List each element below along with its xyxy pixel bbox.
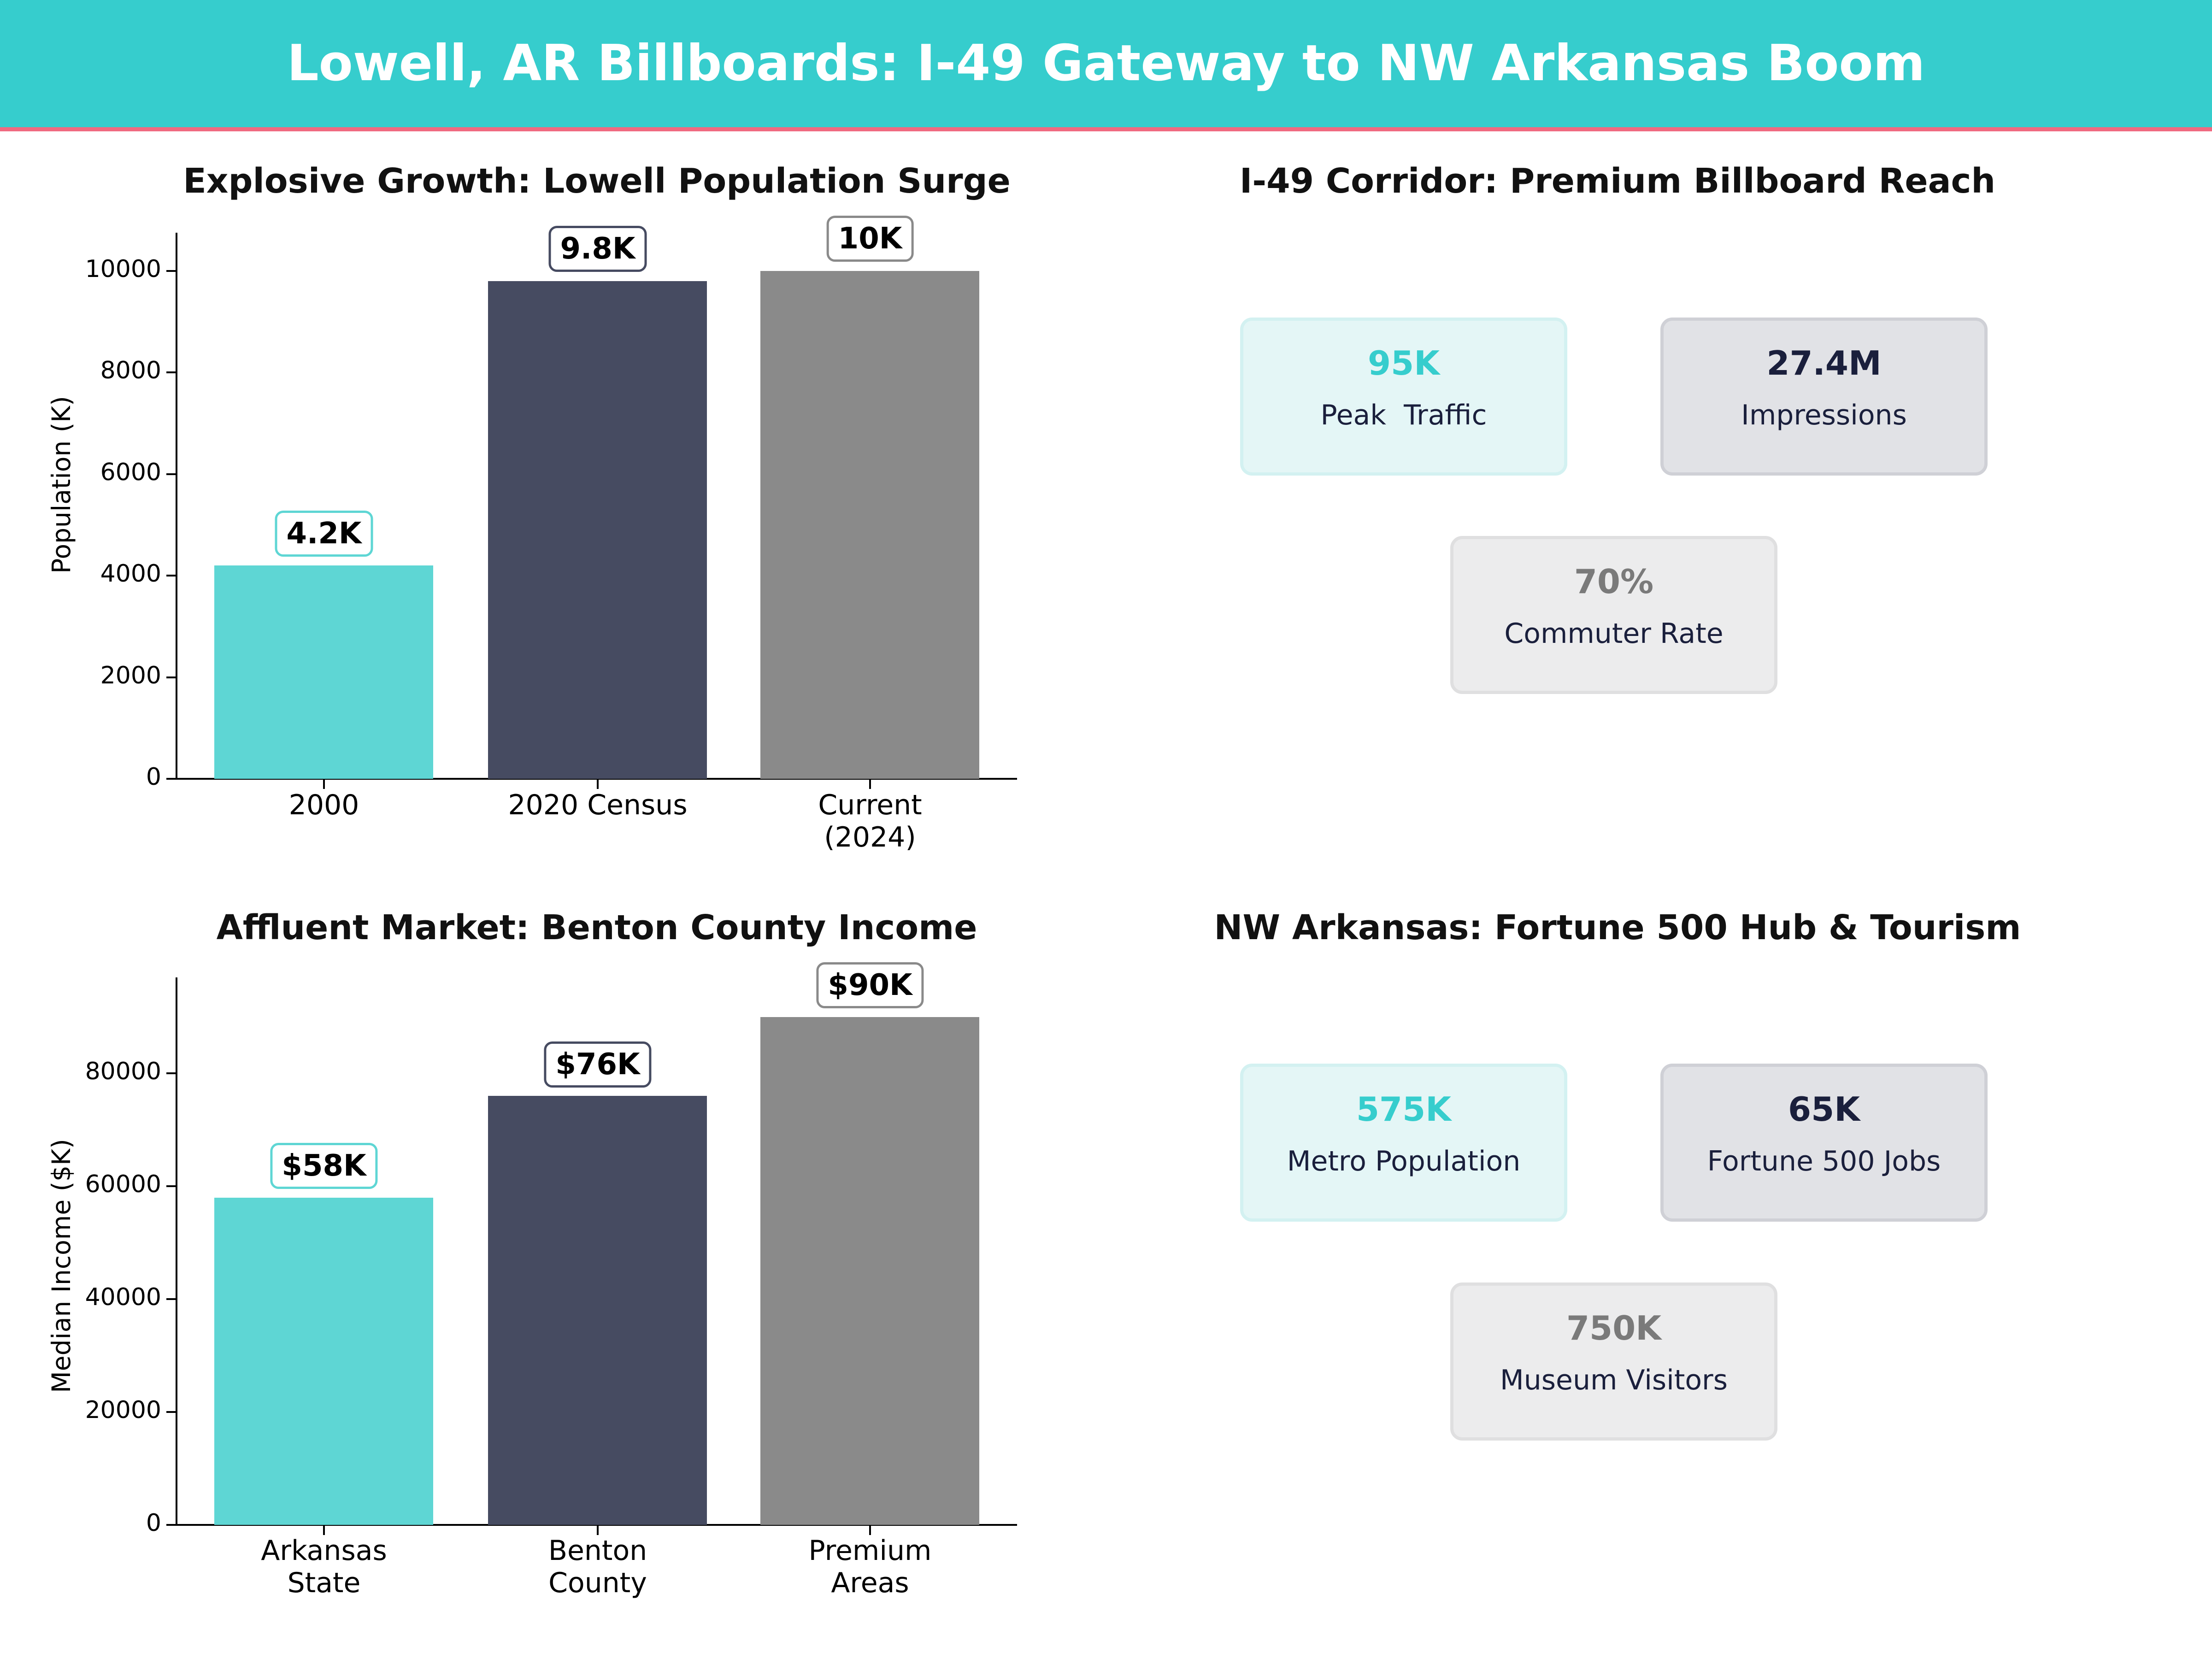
kpi-card-impressions: 27.4M Impressions	[1660, 318, 1988, 476]
kpi-label: Metro Population	[1287, 1145, 1521, 1177]
population-bar-2020	[488, 281, 707, 779]
kpi-label: Impressions	[1741, 399, 1907, 431]
income-xtick	[869, 1525, 871, 1535]
income-y-axis	[176, 977, 177, 1526]
population-value-label: 4.2K	[275, 511, 373, 557]
kpi-label: Fortune 500 Jobs	[1707, 1145, 1941, 1177]
population-ytick-label: 6000	[100, 459, 161, 486]
kpi-card-peak-traffic: 95K Peak Traffic	[1240, 318, 1567, 476]
population-ytick	[166, 371, 176, 373]
population-x-axis	[176, 778, 1017, 780]
income-xtick	[323, 1525, 325, 1535]
income-category-label: Arkansas State	[261, 1535, 387, 1599]
population-category-label: 2020 Census	[508, 789, 688, 821]
kpi-card-metro-population: 575K Metro Population	[1240, 1064, 1567, 1222]
income-ytick-label: 20000	[85, 1396, 161, 1424]
income-ytick-label: 0	[146, 1509, 161, 1537]
header-banner	[0, 0, 2212, 127]
population-ytick-label: 2000	[100, 662, 161, 689]
income-category-label: Premium Areas	[808, 1535, 932, 1599]
population-ytick-label: 4000	[100, 560, 161, 588]
header-accent-line	[0, 127, 2212, 131]
kpi-value: 70%	[1574, 562, 1654, 601]
kpi-label: Museum Visitors	[1500, 1364, 1728, 1396]
income-ytick	[166, 1524, 176, 1526]
kpi-value: 27.4M	[1766, 344, 1882, 382]
income-xtick	[597, 1525, 599, 1535]
population-ytick	[166, 677, 176, 678]
income-x-axis	[176, 1524, 1017, 1526]
population-xtick	[597, 779, 599, 789]
kpi-value: 575K	[1356, 1090, 1452, 1129]
kpi-label: Commuter Rate	[1504, 618, 1724, 650]
income-ytick	[166, 1411, 176, 1413]
population-ytick	[166, 270, 176, 272]
population-value-label: 9.8K	[548, 226, 647, 272]
population-category-label: 2000	[288, 789, 359, 821]
population-ytick-label: 0	[146, 763, 161, 791]
kpi-label: Peak Traffic	[1320, 399, 1487, 431]
population-xtick	[323, 779, 325, 789]
population-bar-2000	[214, 565, 433, 779]
income-ytick-label: 80000	[85, 1058, 161, 1085]
population-category-label: Current (2024)	[818, 789, 922, 853]
population-xtick	[869, 779, 871, 789]
income-bar-benton	[488, 1096, 707, 1525]
population-ytick	[166, 575, 176, 577]
kpi-value: 65K	[1788, 1090, 1860, 1129]
reach-panel-title: I-49 Corridor: Premium Billboard Reach	[1239, 161, 1996, 201]
income-ytick-label: 40000	[85, 1283, 161, 1311]
population-value-label: 10K	[826, 216, 914, 262]
kpi-value: 95K	[1368, 344, 1440, 382]
kpi-card-fortune-500-jobs: 65K Fortune 500 Jobs	[1660, 1064, 1988, 1222]
population-ytick	[166, 778, 176, 780]
population-bar-current	[760, 271, 979, 779]
kpi-value: 750K	[1566, 1309, 1662, 1347]
population-ytick-label: 10000	[85, 255, 161, 283]
kpi-card-museum-visitors: 750K Museum Visitors	[1450, 1282, 1777, 1441]
page-title: Lowell, AR Billboards: I-49 Gateway to N…	[287, 35, 1925, 92]
income-value-label: $58K	[270, 1143, 378, 1189]
income-ytick	[166, 1072, 176, 1074]
income-value-label: $90K	[816, 962, 924, 1008]
population-ytick	[166, 473, 176, 475]
population-y-axis	[176, 233, 177, 780]
kpi-card-commuter-rate: 70% Commuter Rate	[1450, 536, 1777, 694]
hub-panel-title: NW Arkansas: Fortune 500 Hub & Tourism	[1214, 908, 2021, 947]
income-bar-premium	[760, 1017, 979, 1525]
income-category-label: Benton County	[548, 1535, 647, 1599]
population-ytick-label: 8000	[100, 357, 161, 384]
income-ytick	[166, 1298, 176, 1300]
income-value-label: $76K	[544, 1041, 652, 1088]
income-chart-title: Affluent Market: Benton County Income	[216, 908, 977, 947]
population-chart-title: Explosive Growth: Lowell Population Surg…	[183, 161, 1011, 201]
income-bar-arkansas	[214, 1198, 433, 1525]
income-ytick	[166, 1185, 176, 1187]
income-ytick-label: 60000	[85, 1171, 161, 1198]
